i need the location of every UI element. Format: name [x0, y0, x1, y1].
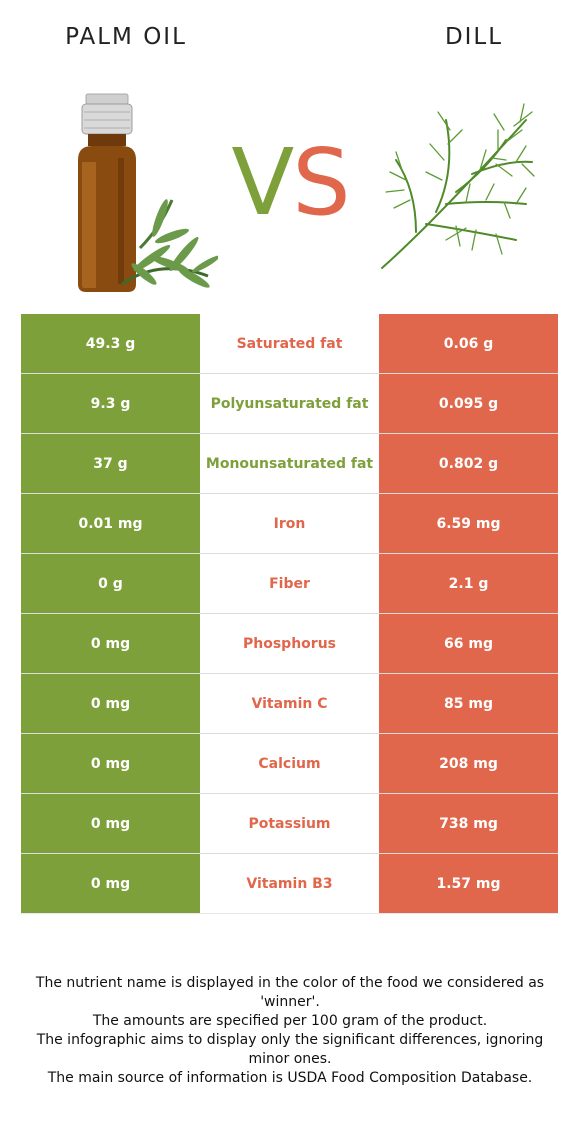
dill-value: 738 mg	[379, 794, 558, 853]
palm-oil-value: 9.3 g	[21, 374, 200, 433]
palm-oil-value: 49.3 g	[21, 314, 200, 373]
nutrient-name: Vitamin C	[200, 674, 379, 733]
table-row: 0 mg Vitamin B3 1.57 mg	[21, 854, 558, 914]
palm-oil-value: 37 g	[21, 434, 200, 493]
dill-value: 0.802 g	[379, 434, 558, 493]
dill-value: 2.1 g	[379, 554, 558, 613]
dill-value: 1.57 mg	[379, 854, 558, 913]
dill-image	[381, 103, 535, 269]
table-row: 0 mg Phosphorus 66 mg	[21, 614, 558, 674]
table-row: 0 mg Vitamin C 85 mg	[21, 674, 558, 734]
table-row: 9.3 g Polyunsaturated fat 0.095 g	[21, 374, 558, 434]
nutrient-name: Phosphorus	[200, 614, 379, 673]
table-row: 37 g Monounsaturated fat 0.802 g	[21, 434, 558, 494]
nutrient-name: Potassium	[200, 794, 379, 853]
palm-oil-title: PALM OIL	[65, 24, 187, 50]
footer-notes: The nutrient name is displayed in the co…	[16, 974, 564, 1088]
palm-oil-value: 0 mg	[21, 854, 200, 913]
footer-line: The nutrient name is displayed in the co…	[35, 975, 545, 1010]
palm-oil-value: 0 mg	[21, 734, 200, 793]
vs-label: VS	[222, 128, 358, 238]
nutrient-name: Polyunsaturated fat	[200, 374, 379, 433]
palm-oil-value: 0 g	[21, 554, 200, 613]
vs-s: S	[292, 129, 350, 236]
footer-line: The amounts are specified per 100 gram o…	[92, 1013, 488, 1029]
nutrient-name: Fiber	[200, 554, 379, 613]
footer-line: The main source of information is USDA F…	[47, 1070, 533, 1086]
vs-v: V	[231, 129, 294, 236]
dill-value: 208 mg	[379, 734, 558, 793]
table-row: 0 mg Calcium 208 mg	[21, 734, 558, 794]
nutrient-name: Calcium	[200, 734, 379, 793]
table-row: 0 mg Potassium 738 mg	[21, 794, 558, 854]
dill-value: 85 mg	[379, 674, 558, 733]
dill-value: 6.59 mg	[379, 494, 558, 553]
nutrient-name: Vitamin B3	[200, 854, 379, 913]
dill-value: 0.06 g	[379, 314, 558, 373]
table-row: 0.01 mg Iron 6.59 mg	[21, 494, 558, 554]
table-row: 49.3 g Saturated fat 0.06 g	[21, 314, 558, 374]
palm-oil-value: 0 mg	[21, 794, 200, 853]
dill-title: DILL	[444, 24, 504, 50]
footer-line: The infographic aims to display only the…	[36, 1032, 544, 1067]
nutrient-name: Monounsaturated fat	[200, 434, 379, 493]
dill-value: 66 mg	[379, 614, 558, 673]
dill-value: 0.095 g	[379, 374, 558, 433]
palm-oil-value: 0.01 mg	[21, 494, 200, 553]
nutrient-name: Iron	[200, 494, 379, 553]
palm-oil-value: 0 mg	[21, 614, 200, 673]
nutrient-name: Saturated fat	[200, 314, 379, 373]
palm-oil-value: 0 mg	[21, 674, 200, 733]
comparison-table: 49.3 g Saturated fat 0.06 g 9.3 g Polyunsatu…	[21, 314, 558, 914]
table-row: 0 g Fiber 2.1 g	[21, 554, 558, 614]
palm-oil-bottle-image	[78, 93, 218, 292]
